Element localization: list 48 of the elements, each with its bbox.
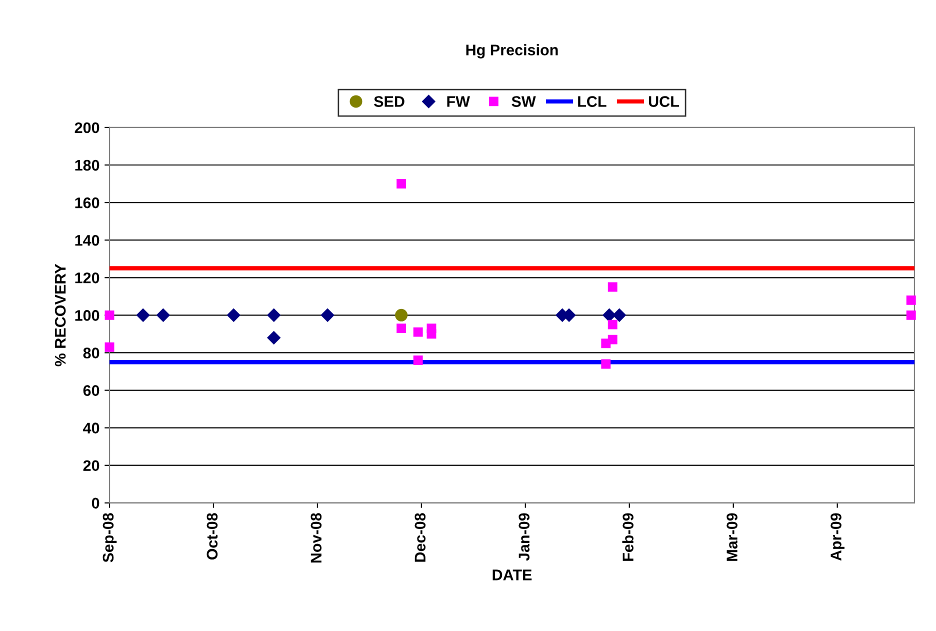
point — [396, 179, 406, 188]
legend-label: LCL — [578, 96, 606, 107]
point — [395, 308, 408, 322]
y-tick-label: 60 — [83, 385, 100, 396]
point — [267, 331, 280, 344]
point — [612, 308, 626, 322]
x-tick-label: Sep-08 — [102, 513, 117, 562]
y-tick-label: 180 — [75, 160, 100, 171]
point — [426, 329, 436, 339]
point — [227, 308, 240, 322]
legend-label: FW — [447, 96, 470, 107]
point — [601, 359, 611, 369]
x-tick-label: Nov-08 — [310, 513, 322, 563]
x-tick-label: Mar-09 — [726, 513, 738, 561]
point — [396, 324, 406, 334]
legend-label: SW — [512, 96, 536, 107]
point — [413, 356, 423, 365]
y-tick-label: 20 — [83, 460, 100, 472]
x-tick-label: Apr-09 — [830, 513, 844, 561]
point — [320, 308, 334, 322]
point — [104, 310, 114, 320]
y-tick-label: 100 — [75, 310, 100, 321]
point — [104, 342, 114, 352]
y-tick-label: 140 — [75, 234, 100, 246]
point — [608, 282, 618, 292]
x-tick-label: Oct-08 — [206, 513, 218, 560]
y-tick-label: 160 — [75, 197, 100, 208]
legend-label: SED — [374, 96, 404, 107]
x-tick-label: Dec-08 — [414, 513, 426, 562]
y-tick-label: 120 — [75, 272, 100, 284]
point — [413, 327, 423, 337]
x-axis-title: DATE — [492, 570, 532, 580]
point — [156, 308, 170, 322]
chart-title: Hg Precision — [466, 44, 558, 58]
y-axis-title: % RECOVERY — [54, 264, 66, 366]
y-tick-label: 80 — [83, 348, 100, 358]
point — [136, 308, 150, 322]
x-tick-label: Feb-09 — [622, 513, 634, 561]
y-tick-label: 0 — [92, 498, 100, 509]
y-tick-label: 40 — [83, 422, 100, 434]
point — [267, 308, 280, 322]
point — [906, 310, 916, 320]
point — [608, 320, 618, 330]
y-tick-label: 200 — [74, 122, 100, 134]
x-tick-label: Jan-09 — [518, 513, 530, 561]
point — [906, 295, 916, 305]
legend-label: UCL — [648, 96, 679, 107]
point — [608, 334, 618, 344]
